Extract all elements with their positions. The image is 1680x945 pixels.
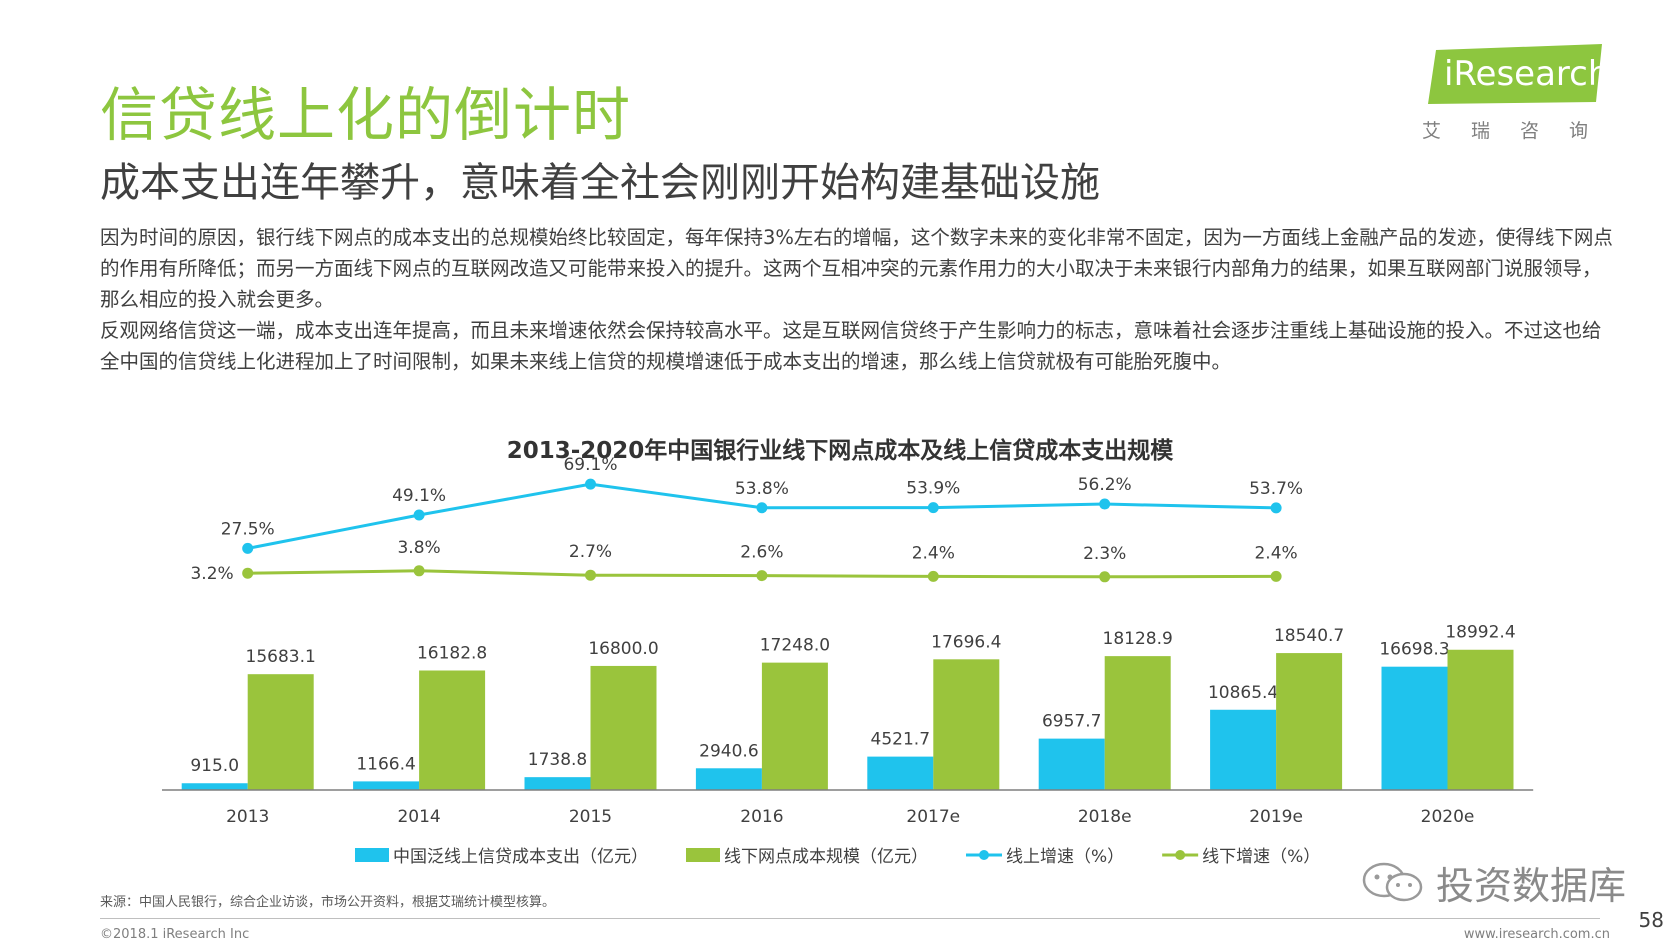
bar-offline [419, 670, 486, 790]
point-offline [1099, 571, 1111, 583]
point-offline [585, 569, 596, 581]
iresearch-logo: iResearch 艾瑞咨询 [1420, 44, 1619, 142]
point-label: 27.5% [221, 519, 275, 539]
bar-offline [761, 662, 828, 790]
point-online [756, 502, 768, 514]
bar-value-label: 16800.0 [588, 639, 658, 659]
point-label: 3.2% [190, 564, 233, 584]
chart-title: 2013-2020年中国银行业线下网点成本及线上信贷成本支出规模 [507, 437, 1175, 464]
point-label: 53.7% [1249, 479, 1303, 499]
bar-offline [933, 659, 1000, 790]
copyright: ©2018.1 iResearch Inc [100, 927, 250, 942]
x-tick-label: 2014 [397, 807, 440, 827]
bar-online [353, 781, 420, 790]
legend-swatch-dot [979, 850, 989, 860]
legend-swatch [686, 848, 720, 862]
logo-banner [1428, 44, 1602, 104]
bar-value-label: 18992.4 [1445, 623, 1515, 643]
logo-cn-text: 艾瑞咨询 [1422, 120, 1619, 142]
watermark: 投资数据库 [1360, 860, 1626, 908]
wechat-icon [1362, 862, 1423, 902]
legend-label: 线下增速（%） [1202, 847, 1320, 867]
bar-value-label: 16698.3 [1379, 640, 1449, 660]
body-paragraph-1: 因为时间的原因，银行线下网点的成本支出的总规模始终比较固定，每年保持3%左右的增… [100, 226, 1613, 311]
point-label: 2.4% [912, 543, 955, 563]
bar-online [1038, 738, 1105, 790]
legend-label: 线下网点成本规模（亿元） [724, 847, 928, 867]
point-label: 53.9% [906, 479, 960, 499]
point-label: 56.2% [1078, 475, 1132, 495]
x-tick-label: 2019e [1249, 807, 1303, 827]
point-label: 2.6% [740, 543, 783, 563]
point-offline [242, 567, 254, 579]
bar-value-label: 6957.7 [1042, 712, 1101, 732]
bar-offline [1276, 653, 1343, 790]
bar-value-label: 2940.6 [699, 741, 758, 761]
point-label: 49.1% [392, 486, 446, 506]
point-online [242, 542, 254, 554]
bar-offline [590, 665, 657, 790]
page-subtitle: 成本支出连年攀升，意味着全社会刚刚开始构建基础设施 [100, 160, 1100, 206]
legend-swatch-dot [1175, 850, 1186, 860]
point-label: 3.8% [397, 538, 440, 558]
point-label: 69.1% [563, 455, 617, 475]
point-label: 2.3% [1083, 544, 1126, 564]
point-label: 2.4% [1254, 543, 1297, 563]
bar-value-label: 1738.8 [528, 750, 587, 770]
point-label: 53.8% [735, 479, 789, 499]
x-tick-label: 2013 [226, 807, 269, 827]
bar-value-label: 1166.4 [356, 754, 415, 774]
bar-online [181, 783, 248, 790]
x-tick-label: 2016 [740, 807, 783, 827]
point-label: 2.7% [569, 542, 612, 562]
footer-divider [100, 918, 1600, 919]
website-url: www.iresearch.com.cn [1463, 927, 1610, 942]
bar-value-label: 17696.4 [931, 632, 1001, 652]
bar-value-label: 16182.8 [417, 643, 487, 663]
legend-swatch [355, 848, 389, 862]
bar-online [1381, 666, 1448, 790]
bar-value-label: 17248.0 [760, 636, 830, 656]
bar-online [524, 777, 591, 790]
bar-value-label: 915.0 [190, 756, 239, 776]
bar-offline [247, 674, 314, 790]
page-number: 58 [1638, 908, 1664, 932]
bar-value-label: 10865.4 [1208, 683, 1278, 703]
x-tick-label: 2020e [1421, 807, 1475, 827]
legend-label: 线上增速（%） [1006, 847, 1124, 867]
point-online [585, 478, 596, 490]
bar-offline [1447, 649, 1514, 790]
x-tick-label: 2017e [906, 807, 960, 827]
point-online [413, 509, 425, 521]
body-text: 因为时间的原因，银行线下网点的成本支出的总规模始终比较固定，每年保持3%左右的增… [100, 222, 1620, 377]
point-offline [756, 570, 768, 582]
bar-online [695, 768, 762, 790]
body-paragraph-2: 反观网络信贷这一端，成本支出连年提高，而且未来增速依然会保持较高水平。这是互联网… [100, 319, 1602, 373]
watermark-text: 投资数据库 [1436, 863, 1627, 908]
chart: 2013-2020年中国银行业线下网点成本及线上信贷成本支出规模 915.0 116… [162, 437, 1534, 867]
bar-online [867, 756, 934, 790]
bar-online [1210, 709, 1277, 790]
point-online [1099, 498, 1111, 510]
x-tick-label: 2015 [569, 807, 612, 827]
x-tick-label: 2018e [1078, 807, 1132, 827]
bar-value-label: 4521.7 [871, 730, 930, 750]
bar-value-label: 15683.1 [246, 647, 316, 667]
point-offline [1270, 570, 1282, 582]
logo-text: iResearch [1444, 54, 1610, 94]
point-online [927, 502, 939, 514]
bar-offline [1104, 656, 1171, 790]
source-note: 来源：中国人民银行，综合企业访谈，市场公开资料，根据艾瑞统计模型核算。 [100, 895, 556, 910]
point-online [1270, 502, 1282, 514]
point-offline [413, 565, 425, 577]
bar-value-label: 18128.9 [1103, 629, 1173, 649]
page-title: 信贷线上化的倒计时 [100, 81, 632, 149]
legend-label: 中国泛线上信贷成本支出（亿元） [393, 847, 648, 867]
bar-value-label: 18540.7 [1274, 626, 1344, 646]
point-offline [927, 570, 939, 582]
